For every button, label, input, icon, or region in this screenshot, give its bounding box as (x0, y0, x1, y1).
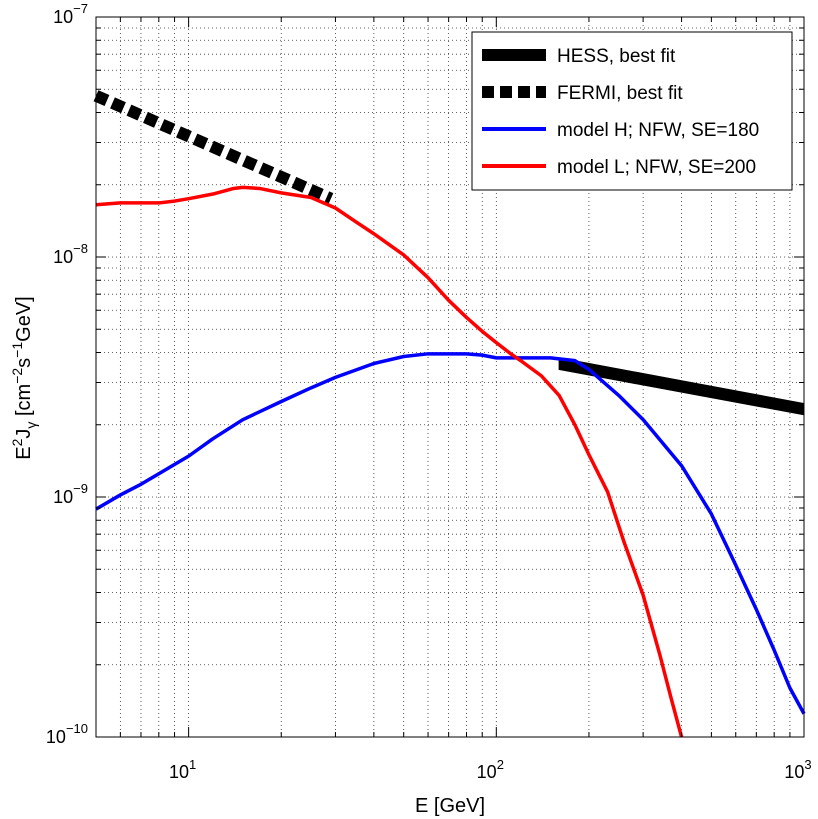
y-label-sup: 2 (9, 438, 25, 446)
tick-base: 10 (784, 762, 804, 782)
x-tick-label: 102 (477, 757, 504, 782)
y-label-part: s (13, 358, 35, 368)
legend-label-fermi: FERMI, best fit (557, 83, 683, 104)
y-tick-label: 10−9 (53, 481, 88, 507)
y-label-part: J (13, 429, 35, 439)
y-label-sub: γ (23, 422, 39, 429)
x-tick-label: 101 (169, 757, 196, 782)
axes (95, 16, 805, 738)
tick-exponent: 3 (804, 757, 811, 772)
legend-label-hess: HESS, best fit (557, 46, 676, 67)
legend-label-model-h: model H; NFW, SE=180 (557, 120, 759, 141)
tick-base: 10 (53, 7, 73, 27)
plot-frame (95, 16, 805, 738)
y-label-part: [cm (13, 384, 35, 422)
tick-base: 10 (46, 727, 66, 747)
legend: HESS, best fit FERMI, best fit model H; … (471, 31, 793, 191)
y-label-sup: −2 (9, 368, 25, 384)
tick-exponent: −7 (73, 1, 88, 16)
tick-exponent: −9 (73, 481, 88, 496)
legend-label-model-l: model L; NFW, SE=200 (557, 157, 756, 178)
x-tick-label: 103 (784, 757, 811, 782)
tick-exponent: 1 (189, 757, 196, 772)
tick-base: 10 (169, 762, 189, 782)
y-axis-label: E2Jγ [cm−2s−1GeV] (9, 296, 39, 459)
y-tick-label: 10−8 (53, 241, 88, 267)
tick-exponent: 2 (497, 757, 504, 772)
grid (96, 17, 804, 737)
y-label-part: E (13, 446, 35, 459)
x-axis-label: E [GeV] (415, 795, 485, 817)
series-model-l-nfw-se-200-line (95, 185, 684, 738)
y-tick-label: 10−10 (46, 721, 88, 747)
series-fermi-best-fit-line (93, 90, 334, 205)
y-label-sup: −1 (9, 342, 25, 358)
tick-exponent: −8 (73, 241, 88, 256)
y-label-part: GeV] (13, 296, 35, 342)
y-tick-label: 10−7 (53, 1, 88, 27)
tick-exponent: −10 (66, 721, 88, 736)
series-layer (93, 90, 806, 738)
tick-base: 10 (477, 762, 497, 782)
tick-base: 10 (53, 487, 73, 507)
tick-base: 10 (53, 247, 73, 267)
series-model-h-nfw-se-180-line (95, 352, 806, 715)
